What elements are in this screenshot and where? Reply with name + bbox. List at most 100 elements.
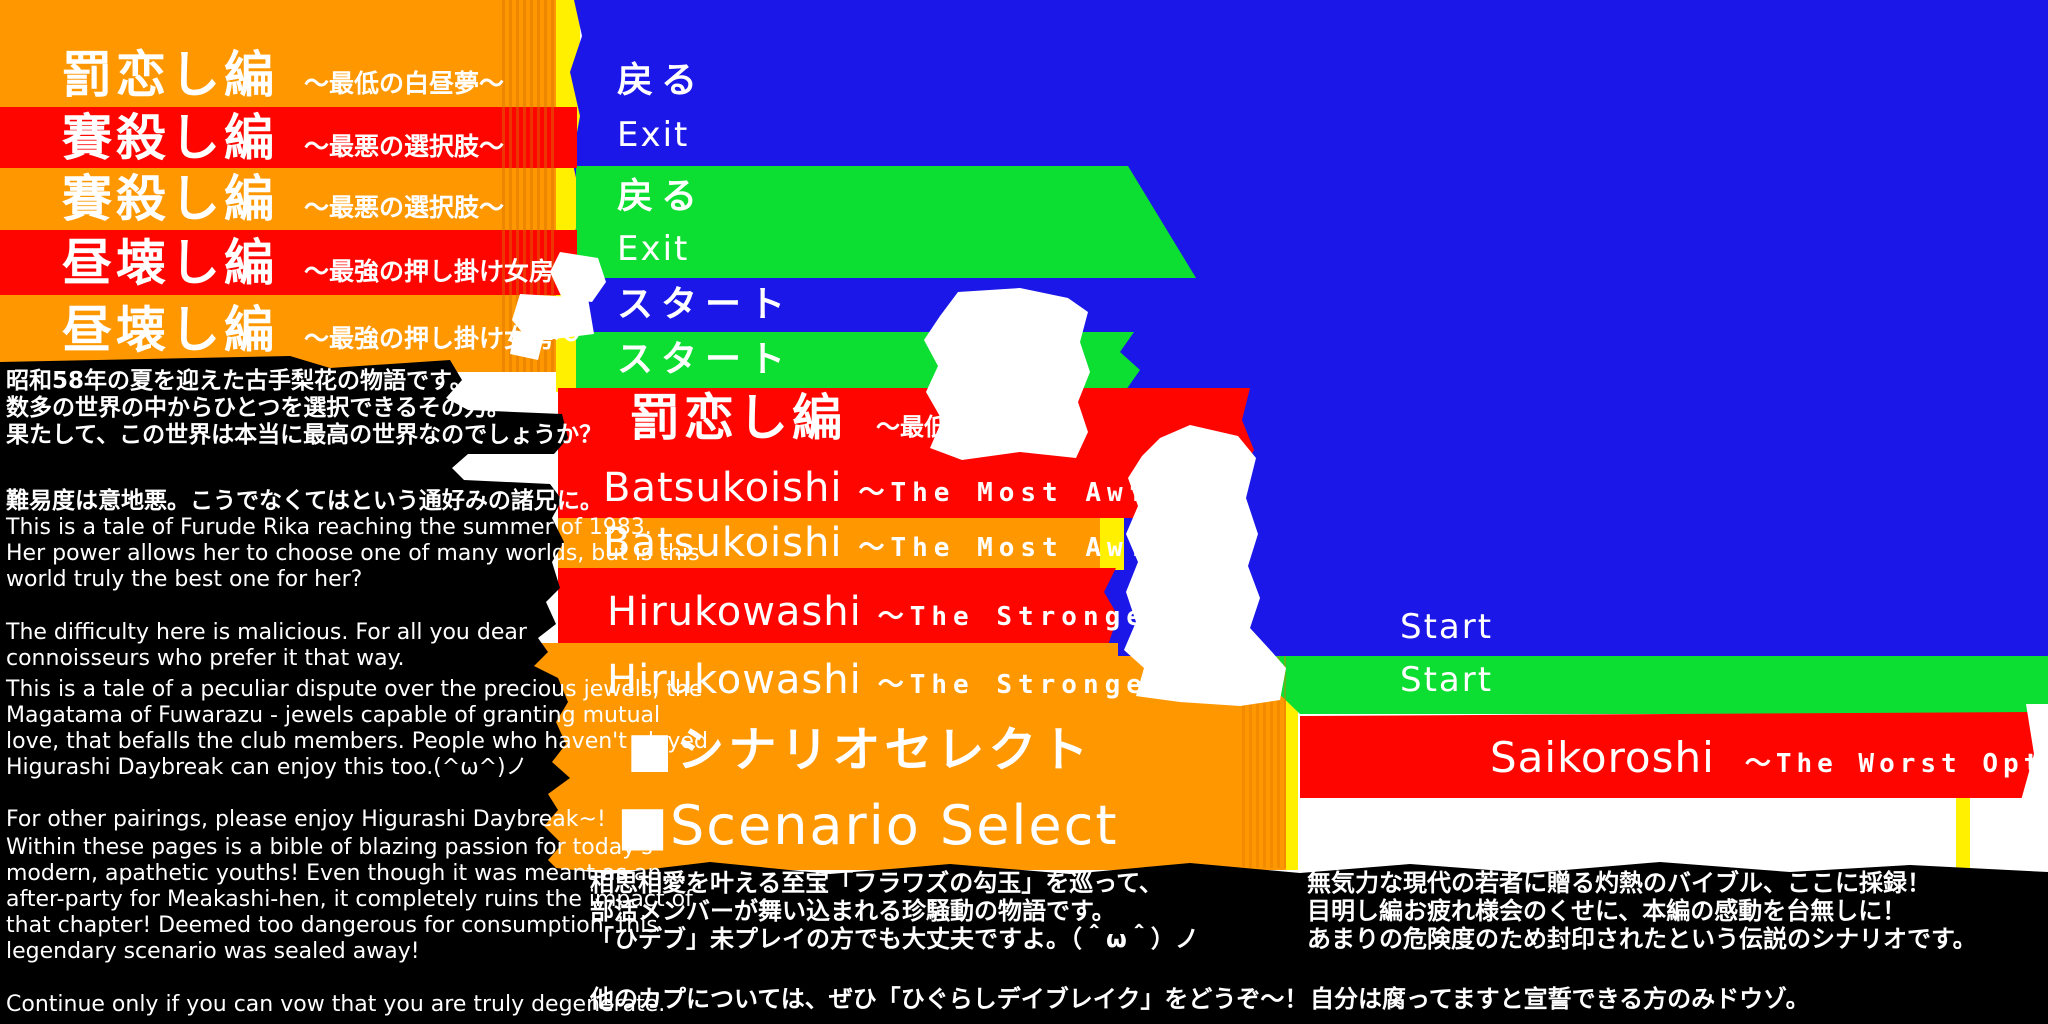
batsukoishi-difficulty-jp: 難易度は意地悪。こうでなくてはという通好みの諸兄に。 [6,488,603,514]
scenario-title-romaji: Hirukowashi [607,589,862,635]
menu-item-saikoroshi-jp-2[interactable]: 賽殺し編 ～最悪の選択肢～ [62,168,504,230]
degenerate-warning-en: Continue only if you can vow that you ar… [6,992,666,1017]
orange-streak-texture-right [1238,656,1286,868]
scenario-title: 昼壊し編 [62,301,278,359]
menu-item-saikoroshi-jp-1[interactable]: 賽殺し編 ～最悪の選択肢～ [62,107,504,169]
scenario-row-batsukoishi-red[interactable]: Batsukoishi ～The Most Awfu [603,462,1172,514]
scenario-title: 賽殺し編 [62,170,278,228]
desc-line: that chapter! Deemed too dangerous for c… [6,913,658,938]
desc-line: connoisseurs who prefer it that way. [6,646,405,671]
scenario-title: 賽殺し編 [62,109,278,167]
exit-button-green[interactable]: Exit [617,229,690,269]
section-header-en: ■Scenario Select [617,794,1119,857]
orange-panel-main [531,643,1286,870]
yellow-seam-b [1286,656,1298,870]
desc-line: love, that befalls the club members. Peo… [6,729,708,754]
scenario-subtitle: ～最強の押し掛け女房～ [304,324,580,353]
start-button-jp-blue[interactable]: スタート [617,284,794,325]
saikoroshi-description-en: Within these pages is a bible of blazing… [6,835,693,965]
desc-line: Higurashi Daybreak can enjoy this too.(^… [6,755,528,780]
desc-line: legendary scenario was sealed away! [6,939,420,964]
black-left-text-panel [0,356,570,1024]
blue-start-band [574,278,2048,332]
start-button-en-blue[interactable]: Start [1400,607,1494,647]
batsukoishi-description-en: This is a tale of Furude Rika reaching t… [6,515,700,593]
scenario-subtitle: ～最悪の選択肢～ [304,193,505,222]
desc-line: This is a tale of a peculiar dispute ove… [6,677,703,702]
desc-line: 果たして、この世界は本当に最高の世界なのでしょうか？ [6,422,603,448]
batsukoishi-difficulty-en: The difficulty here is malicious. For al… [6,620,527,672]
start-button-en-green[interactable]: Start [1400,660,1494,700]
red-band-saikoroshi [1300,712,2046,798]
desc-line: 部活メンバーが舞い込まれる珍騒動の物語です。 [590,897,1116,925]
desc-line: 「ひデブ」未プレイの方でも大丈夫ですよ。（＾ω＾）ノ [590,925,1199,953]
green-start-button-band [1240,656,2048,714]
scenario-title-romaji: Saikoroshi [1490,733,1715,782]
scenario-row-saikoroshi-orange[interactable]: Saikoroshi ～The Worst Optio [1490,811,2048,863]
batsukoishi-description-jp: 昭和58年の夏を迎えた古手梨花の物語です。 数多の世界の中からひとつを選択できる… [6,368,602,449]
scenario-row-batsukoishi-orange[interactable]: Batsukoishi ～The Most Awfu [603,517,1172,569]
scenario-title: 罰恋し編 [62,46,278,104]
daybreak-note-en: For other pairings, please enjoy Higuras… [6,807,606,832]
desc-line: after-party for Meakashi-hen, it complet… [6,887,693,912]
scenario-title-romaji: Hirukowashi [607,657,862,703]
section-header-jp: ■シナリオセレクト [627,722,1093,778]
hirukowashi-description-jp: 相思相愛を叶える至宝「フラワズの勾玉」を巡って、 部活メンバーが舞い込まれる珍騒… [590,869,1199,953]
scenario-subtitle: ～最低の白昼夢～ [304,69,505,98]
desc-line: 数多の世界の中からひとつを選択できるその力。 [6,395,510,421]
menu-item-hirukowashi-jp-1[interactable]: 昼壊し編 ～最強の押し掛け女房～ [62,232,579,294]
daybreak-note-jp: 他のカプについては、ぜひ「ひぐらしデイブレイク」をどうぞ～！ [590,985,1309,1013]
yellow-seam-c [1956,798,1970,868]
scenario-subtitle-en: ～The Worst Optio [1744,828,2048,858]
desc-line: Within these pages is a bible of blazing… [6,835,653,860]
back-button-jp-green[interactable]: 戻る [617,176,706,217]
scenario-subtitle-en: ～The Strongest [877,602,1192,632]
scenario-row-saikoroshi-red[interactable]: Saikoroshi ～The Worst Optio [1490,732,2048,784]
yellow-seam-a [1100,518,1124,570]
left-red-band-1 [0,107,577,168]
black-bottom-text-panel [438,862,2048,1024]
scenario-subtitle-en: ～The Most Awfu [858,478,1172,508]
red-band-hirukowashi [558,568,1118,645]
left-red-band-2 [0,230,577,295]
scenario-subtitle-en: ～The Worst Optio [1744,749,2048,779]
scenario-subtitle-en: ～The Most Awfu [858,533,1172,563]
green-panel [576,166,1196,278]
back-button-jp-blue[interactable]: 戻る [617,60,706,101]
desc-line: 目明し編お疲れ様会のくせに、本編の感動を台無しに！ [1307,897,1907,925]
blue-right-region [1100,332,2048,658]
orange-band-batsukoishi [558,518,1100,570]
scenario-title-romaji: Batsukoishi [603,520,843,566]
exit-button-blue[interactable]: Exit [617,115,690,155]
start-button-jp-green[interactable]: スタート [617,339,794,380]
scenario-subtitle-en: ～The Strongest [877,670,1192,700]
scenario-subtitle: ～最低の白昼夢～ [876,413,1068,441]
white-tear-right-edge [2020,704,2048,804]
scenario-subtitle: ～最悪の選択肢～ [304,132,505,161]
desc-line: Magatama of Fuwarazu - jewels capable of… [6,703,661,728]
scenario-subtitle: ～最強の押し掛け女房～ [304,257,580,286]
hirukowashi-description-en: This is a tale of a peculiar dispute ove… [6,677,708,781]
desc-line: 相思相愛を叶える至宝「フラワズの勾玉」を巡って、 [590,869,1163,897]
scenario-row-batsukoishi-jp[interactable]: 罰恋し編 ～最低の白昼夢～ [630,390,1068,446]
menu-item-batsukoishi-jp-1[interactable]: 罰恋し編 ～最低の白昼夢～ [62,44,504,106]
desc-line: The difficulty here is malicious. For al… [6,620,527,645]
scenario-title-romaji: Batsukoishi [603,465,843,511]
degenerate-warning-jp: 自分は腐ってますと宣誓できる方のみドウゾ。 [1310,985,1810,1013]
desc-line: Her power allows her to choose one of ma… [6,541,700,566]
left-orange-panel [0,0,558,372]
menu-item-hirukowashi-jp-2[interactable]: 昼壊し編 ～最強の押し掛け女房～ [62,299,579,361]
saikoroshi-description-jp: 無気力な現代の若者に贈る灼熱のバイブル、ここに採録！ 目明し編お疲れ様会のくせに… [1307,869,1977,953]
scenario-row-hirukowashi-red[interactable]: Hirukowashi ～The Strongest [607,586,1191,638]
scenario-title-romaji: Saikoroshi [1490,812,1715,861]
desc-line: 無気力な現代の若者に贈る灼熱のバイブル、ここに採録！ [1307,869,1931,897]
desc-line: This is a tale of Furude Rika reaching t… [6,515,652,540]
desc-line: 昭和58年の夏を迎えた古手梨花の物語です。 [6,368,473,394]
scenario-title: 昼壊し編 [62,234,278,292]
scenario-title: 罰恋し編 [630,389,846,447]
desc-line: modern, apathetic youths! Even though it… [6,861,662,886]
desc-line: world truly the best one for her? [6,567,363,592]
desc-line: あまりの危険度のため封印されたという伝説のシナリオです。 [1307,925,1977,953]
